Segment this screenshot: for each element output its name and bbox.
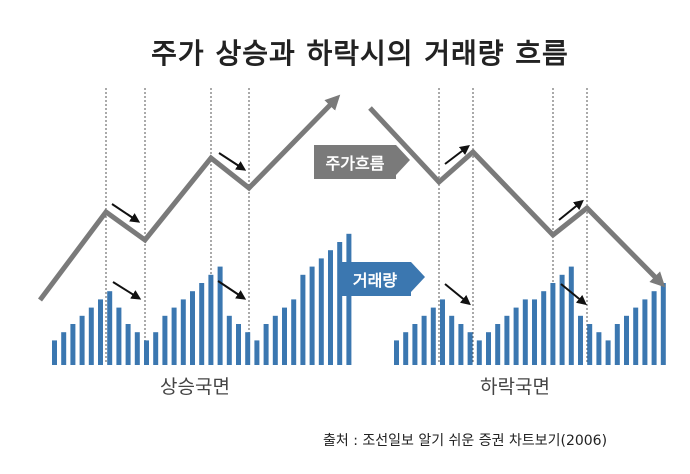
volume-bar (633, 307, 639, 365)
rising-volume-bars (52, 233, 352, 365)
volume-bar (337, 242, 343, 365)
volume-bar (236, 324, 241, 365)
volume-bar (449, 315, 455, 365)
volume-bar (504, 315, 510, 365)
volume-bar (440, 299, 445, 365)
volume-bar (300, 274, 306, 365)
volume-bar (578, 315, 583, 365)
volume-bar (642, 299, 648, 365)
volume-bar (624, 315, 629, 365)
volume-bar (134, 332, 140, 365)
volume-bar (88, 307, 94, 365)
volume-bar (568, 266, 574, 365)
volume-bar (180, 299, 186, 365)
volume-bar (309, 266, 315, 365)
volume-down-arrow (560, 283, 587, 306)
volume-bar (125, 324, 131, 365)
volume-bar (61, 332, 67, 365)
volume-bar (70, 324, 76, 365)
volume-down-arrow (112, 281, 142, 300)
volume-bar (614, 324, 620, 365)
falling-volume-bars (394, 266, 666, 365)
volume-bar (458, 324, 464, 365)
diagram-title: 주가 상승과 하락시의 거래량 흐름 (151, 37, 569, 70)
price-flow-tag: 주가흐름 (314, 145, 396, 179)
volume-bar (587, 324, 593, 365)
volume-bar (495, 324, 501, 365)
volume-bar (522, 299, 528, 365)
falling-phase-label: 하락국면 (480, 376, 550, 398)
volume-bar (550, 283, 556, 365)
volume-down-arrow (444, 283, 471, 306)
volume-bar (291, 299, 297, 365)
volume-bar (412, 324, 418, 365)
volume-bar (116, 307, 122, 365)
volume-bar (217, 266, 223, 365)
volume-bar (651, 291, 657, 365)
rising-phase-label: 상승국면 (160, 376, 230, 398)
volume-bar (532, 299, 537, 365)
volume-bar (171, 307, 177, 365)
price-up-arrow (558, 199, 584, 221)
volume-bar (162, 315, 168, 365)
price-up-arrow (444, 144, 470, 165)
volume-bar (346, 233, 352, 365)
volume-bar (144, 340, 149, 365)
volume-bar (208, 274, 214, 365)
volume-bar (190, 291, 195, 365)
volume-tag-pointer (411, 262, 425, 292)
volume-bar (467, 332, 473, 365)
direction-arrows (111, 144, 587, 306)
volume-bar (52, 340, 57, 365)
volume-bar (660, 283, 666, 365)
volume-bar (254, 340, 260, 365)
volume-tag: 거래량 (339, 262, 411, 296)
volume-bar (605, 340, 611, 365)
volume-bar (513, 307, 519, 365)
volume-bar (226, 315, 232, 365)
volume-bar (430, 307, 436, 365)
rising-price-line (38, 94, 341, 302)
falling-price-line (368, 106, 666, 288)
volume-bar (107, 291, 113, 365)
volume-bar (245, 332, 251, 365)
volume-bar (394, 340, 399, 365)
volume-bar (486, 332, 491, 365)
volume-bar (328, 250, 333, 365)
volume-bar (476, 340, 482, 365)
volume-bar (318, 258, 324, 365)
volume-bar (263, 324, 269, 365)
source-caption: 출처 : 조선일보 알기 쉬운 증권 차트보기(2006) (323, 433, 608, 449)
volume-bar (421, 315, 427, 365)
volume-bar (541, 291, 547, 365)
price-down-arrow (111, 203, 141, 223)
volume-bar (403, 332, 409, 365)
price-down-arrow (218, 152, 247, 171)
volume-bar (272, 315, 278, 365)
volume-down-arrow (217, 280, 247, 300)
volume-bar (153, 332, 159, 365)
volume-bar (282, 307, 287, 365)
volume-bar (79, 315, 85, 365)
volume-bar (559, 274, 565, 365)
volume-bar (98, 299, 103, 365)
price-flow-tag-pointer (396, 145, 410, 175)
volume-bar (199, 283, 205, 365)
volume-bar (596, 332, 602, 365)
